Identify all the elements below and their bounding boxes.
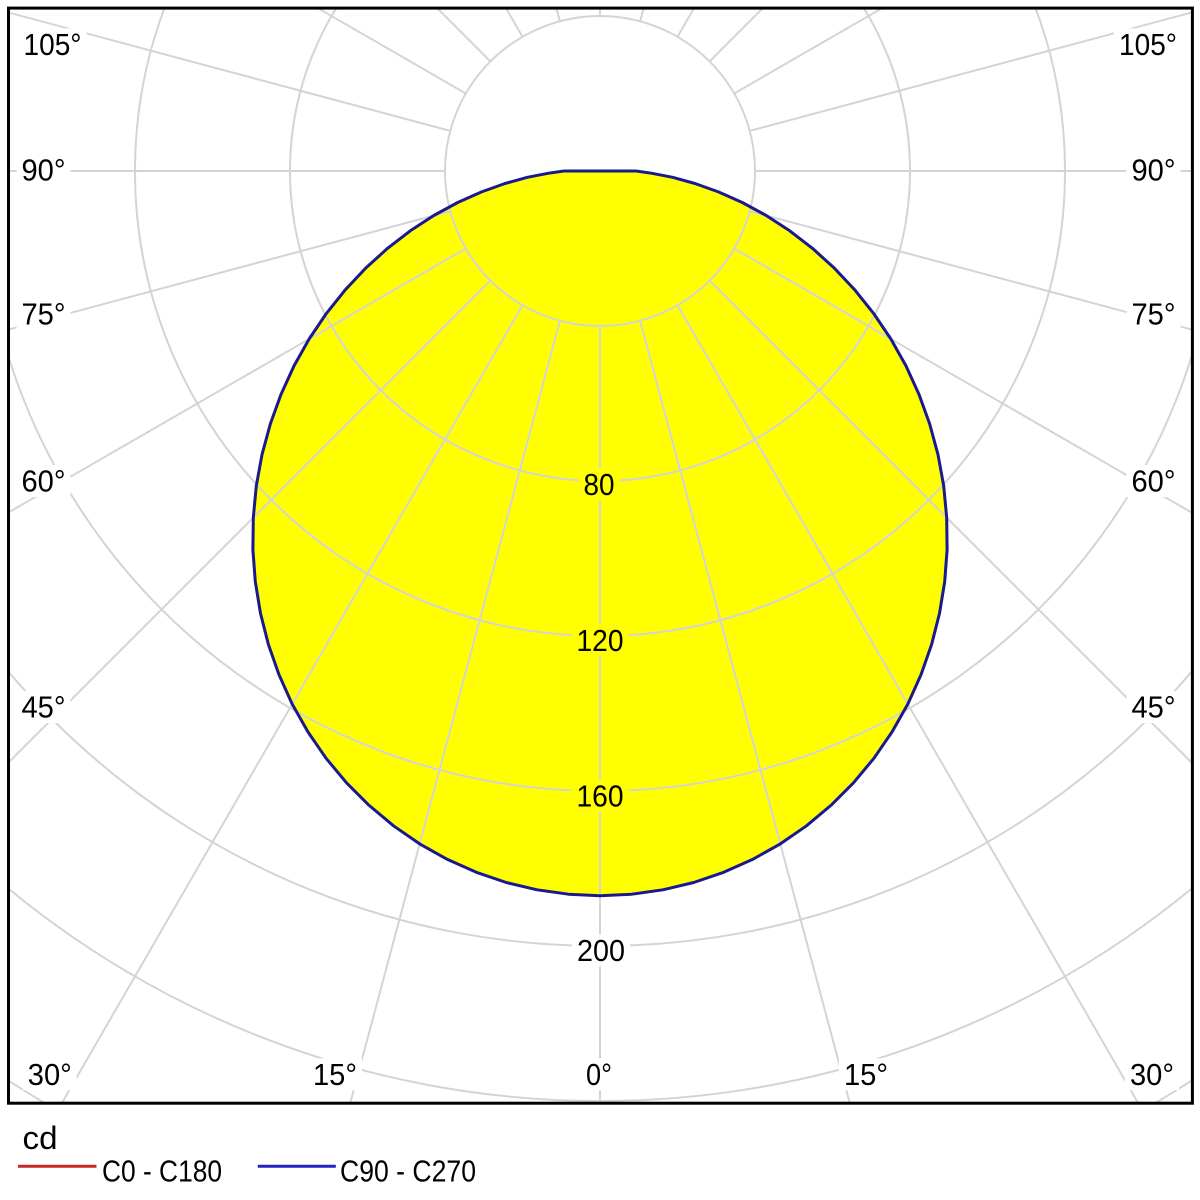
svg-text:60°: 60° xyxy=(1132,464,1176,499)
svg-text:30°: 30° xyxy=(28,1057,72,1092)
svg-text:200: 200 xyxy=(577,933,625,968)
svg-text:15°: 15° xyxy=(844,1057,888,1092)
svg-text:90°: 90° xyxy=(1132,153,1176,188)
svg-text:C0 - C180: C0 - C180 xyxy=(102,1153,222,1188)
svg-text:120: 120 xyxy=(577,623,624,658)
svg-text:30°: 30° xyxy=(1130,1057,1174,1092)
svg-text:90°: 90° xyxy=(22,153,66,188)
svg-text:105°: 105° xyxy=(1119,27,1177,62)
svg-text:75°: 75° xyxy=(1132,297,1176,332)
svg-text:cd: cd xyxy=(23,1120,58,1156)
svg-text:60°: 60° xyxy=(22,464,66,499)
svg-text:80: 80 xyxy=(584,467,615,502)
svg-text:15°: 15° xyxy=(313,1057,357,1092)
svg-text:45°: 45° xyxy=(1132,690,1176,725)
svg-text:75°: 75° xyxy=(22,297,66,332)
svg-text:105°: 105° xyxy=(24,27,82,62)
svg-text:C90 - C270: C90 - C270 xyxy=(340,1153,476,1188)
svg-text:160: 160 xyxy=(577,779,624,814)
svg-text:0°: 0° xyxy=(586,1057,612,1092)
svg-text:45°: 45° xyxy=(22,690,66,725)
